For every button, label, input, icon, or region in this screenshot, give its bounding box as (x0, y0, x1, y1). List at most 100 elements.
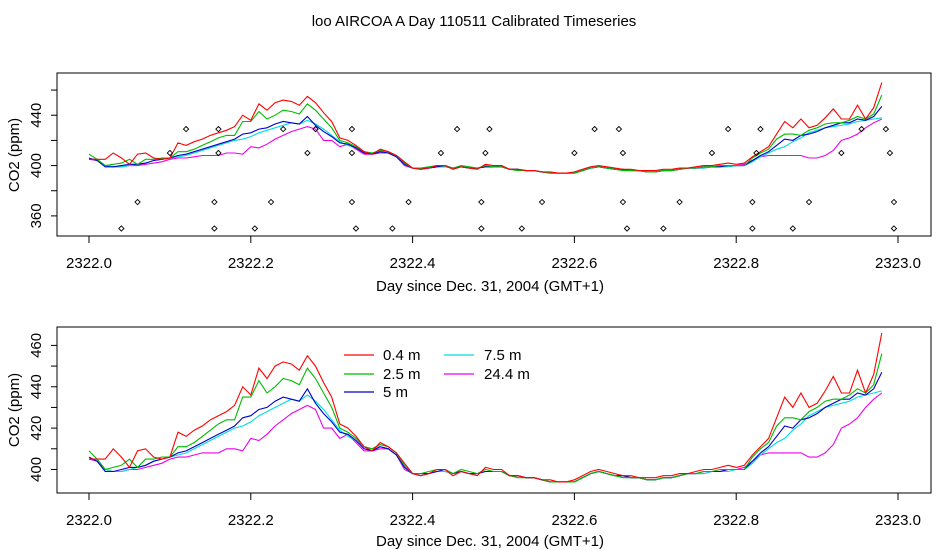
top-plot-frame (56, 72, 932, 237)
y-tick-label: 440 (28, 103, 45, 128)
diamond-marker (478, 225, 485, 232)
bottom-x-axis-label: Day since Dec. 31, 2004 (GMT+1) (376, 533, 604, 550)
diamond-marker (676, 198, 683, 206)
diamond-marker (211, 198, 218, 206)
legend-item-24.4m: 24.4 m (444, 366, 530, 383)
diamond-marker (660, 225, 667, 232)
diamond-marker (538, 198, 546, 206)
series-line-7.5m (89, 390, 882, 483)
diamond-marker (405, 198, 412, 206)
diamond-marker (789, 225, 797, 232)
diamond-marker (619, 149, 627, 157)
x-tick-label: 2323.0 (875, 255, 921, 272)
x-tick-label: 2322.8 (713, 255, 759, 272)
y-tick-label: 360 (28, 203, 45, 228)
y-tick-label: 420 (28, 416, 45, 441)
diamond-marker (267, 198, 275, 206)
diamond-marker (478, 198, 485, 206)
diamond-marker (348, 125, 356, 133)
chart-title: loo AIRCOA A Day 110511 Calibrated Times… (312, 13, 637, 30)
diamond-marker (882, 125, 890, 133)
series-line-2.5m (88, 94, 883, 174)
legend-label: 0.4 m (383, 347, 421, 364)
top-y-ticks: 360 400 440 (28, 89, 57, 228)
diamond-marker (482, 149, 489, 157)
diamond-marker (757, 125, 764, 133)
x-tick-label: 2322.4 (390, 512, 436, 529)
diamond-marker (118, 225, 125, 232)
legend-item-2.5m: 2.5 m (344, 366, 421, 383)
diamond-marker (623, 225, 631, 232)
diamond-marker (749, 198, 756, 206)
legend-label: 2.5 m (383, 366, 421, 383)
legend-label: 24.4 m (484, 366, 530, 383)
diamond-marker (312, 125, 319, 133)
diamond-marker (453, 125, 461, 133)
diamond-marker (279, 125, 287, 133)
legend-label: 5 m (383, 384, 408, 401)
series-line-0.4m (89, 82, 883, 174)
diamond-marker (886, 149, 894, 157)
top-x-axis-label: Day since Dec. 31, 2004 (GMT+1) (376, 278, 604, 295)
diamond-marker (749, 225, 756, 232)
diamond-marker (858, 125, 865, 133)
diamond-marker (182, 125, 190, 133)
diamond-marker (518, 225, 526, 232)
x-tick-label: 2322.4 (390, 255, 436, 272)
diamond-marker (838, 149, 845, 157)
diamond-marker (890, 198, 898, 206)
legend-label: 7.5 m (484, 347, 522, 364)
diamond-marker (753, 149, 760, 157)
diamond-marker (215, 149, 222, 157)
diamond-marker (890, 225, 898, 232)
diamond-marker (211, 225, 218, 232)
diamond-marker (571, 149, 578, 157)
diamond-marker (486, 125, 493, 133)
diamond-marker (348, 198, 356, 206)
diamond-marker (134, 198, 141, 206)
bottom-panel: CO2 (ppm) Day since Dec. 31, 2004 (GMT+1… (6, 326, 932, 550)
diamond-marker (352, 225, 360, 232)
x-tick-label: 2322.6 (551, 512, 597, 529)
series-line-0.4m (89, 332, 883, 483)
diamond-marker (304, 149, 311, 157)
x-tick-label: 2322.0 (66, 255, 112, 272)
legend-item-7.5m: 7.5 m (444, 347, 522, 364)
y-tick-label: 440 (28, 374, 45, 399)
series-line-5m (88, 106, 883, 174)
diamond-marker (437, 149, 445, 157)
x-tick-label: 2322.2 (228, 255, 274, 272)
diamond-marker (805, 198, 813, 206)
bottom-series-lines (88, 332, 883, 483)
x-tick-label: 2322.8 (713, 512, 759, 529)
diamond-marker (708, 149, 716, 157)
legend: 0.4 m 2.5 m 5 m 7.5 m 24.4 m (344, 347, 530, 401)
x-tick-label: 2322.0 (66, 512, 112, 529)
top-series-lines (88, 82, 883, 174)
top-panel: CO2 (ppm) Day since Dec. 31, 2004 (GMT+1… (6, 72, 932, 295)
bottom-y-ticks: 400 420 440 460 (28, 333, 57, 482)
bottom-plot-frame (56, 326, 932, 494)
diamond-marker (215, 125, 222, 133)
x-tick-label: 2322.2 (228, 512, 274, 529)
bottom-y-axis-label: CO2 (ppm) (6, 373, 23, 447)
x-tick-label: 2323.0 (875, 512, 921, 529)
diamond-marker (389, 225, 396, 232)
y-tick-label: 400 (28, 457, 45, 482)
series-line-24.4m (88, 392, 883, 483)
legend-item-0.4m: 0.4 m (344, 347, 421, 364)
diamond-marker (619, 198, 627, 206)
diamond-marker (166, 149, 174, 157)
series-line-5m (88, 372, 883, 483)
legend-item-5m: 5 m (344, 384, 408, 401)
diamond-marker (348, 149, 356, 157)
top-x-ticks: 2322.0 2322.2 2322.4 2322.6 2322.8 2323.0 (66, 236, 921, 272)
top-y-axis-label: CO2 (ppm) (6, 118, 23, 192)
series-line-2.5m (88, 353, 883, 483)
y-tick-label: 400 (28, 153, 45, 178)
y-tick-label: 460 (28, 333, 45, 358)
top-markers (118, 125, 898, 232)
diamond-marker (615, 125, 623, 133)
x-tick-label: 2322.6 (551, 255, 597, 272)
